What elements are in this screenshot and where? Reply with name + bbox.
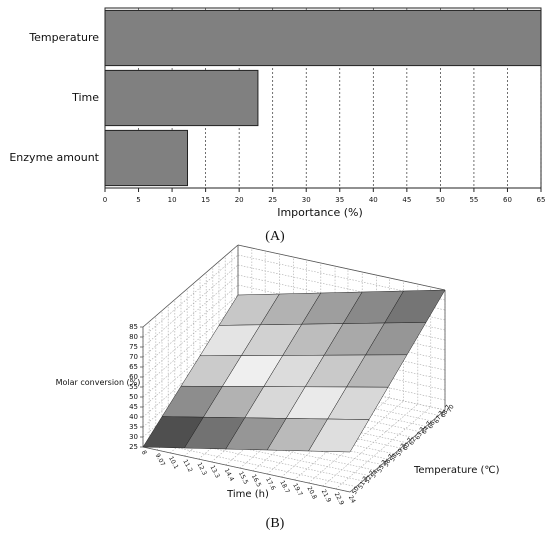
x-tick-label: 15 bbox=[201, 196, 210, 204]
x-tick-label: 16.5 bbox=[250, 473, 263, 488]
x-tick-label: 24 bbox=[347, 494, 357, 504]
x-tick-label: 11.2 bbox=[181, 458, 194, 473]
x-tick-label: 30 bbox=[302, 196, 311, 204]
box-edge bbox=[349, 409, 446, 493]
box-edge bbox=[142, 244, 239, 328]
z-tick-label: 40 bbox=[129, 413, 138, 421]
x-tick-label: 10 bbox=[168, 196, 177, 204]
x-tick-label: 40 bbox=[369, 196, 378, 204]
grid-line bbox=[161, 430, 370, 476]
y-tick-label: 54 bbox=[370, 469, 380, 479]
caption: (A) bbox=[265, 229, 285, 244]
z-tick-label: 45 bbox=[129, 403, 138, 411]
y-tick-label: Time bbox=[71, 91, 99, 104]
box-edge bbox=[237, 244, 446, 291]
x-tick-label: 25 bbox=[268, 196, 277, 204]
x-tick-label: 60 bbox=[503, 196, 512, 204]
x-tick-label: 15.5 bbox=[237, 470, 250, 485]
x-tick-label: 21.9 bbox=[320, 488, 333, 503]
x-axis-label: Importance (%) bbox=[277, 206, 363, 219]
x-tick-label: 5 bbox=[136, 196, 140, 204]
x-tick-label: 12.3 bbox=[196, 461, 209, 476]
x-tick-label: 0 bbox=[103, 196, 107, 204]
z-tick-label: 75 bbox=[129, 343, 138, 351]
x-tick-label: 19.7 bbox=[291, 482, 304, 497]
bar bbox=[104, 69, 259, 127]
x-tick-label: 45 bbox=[402, 196, 411, 204]
x-axis-label: Time (h) bbox=[226, 489, 269, 500]
bar bbox=[104, 129, 189, 187]
y-tick-label: 58 bbox=[389, 453, 399, 463]
x-tick-label: 10.1 bbox=[167, 455, 180, 470]
y-tick-label: Temperature bbox=[28, 31, 99, 44]
grid-line bbox=[149, 441, 357, 487]
x-tick-label: 22.9 bbox=[333, 491, 346, 506]
y-tick-label: 62 bbox=[408, 436, 418, 446]
z-tick-label: 70 bbox=[129, 353, 138, 361]
box-edge bbox=[142, 446, 351, 493]
x-tick-label: 8 bbox=[140, 449, 148, 456]
z-tick-label: 50 bbox=[129, 393, 138, 401]
x-tick-label: 18.7 bbox=[278, 479, 291, 494]
caption: (B) bbox=[266, 516, 285, 531]
z-tick-label: 25 bbox=[129, 443, 138, 451]
grid-line bbox=[237, 264, 446, 311]
z-tick-label: 65 bbox=[129, 363, 138, 371]
x-tick-label: 35 bbox=[335, 196, 344, 204]
y-tick-label: 50 bbox=[351, 485, 361, 495]
x-tick-label: 20.8 bbox=[306, 485, 319, 500]
y-axis-label: Temperature (℃) bbox=[413, 465, 500, 476]
x-tick-label: 65 bbox=[537, 196, 546, 204]
z-tick-label: 85 bbox=[129, 323, 138, 331]
z-tick-label: 60 bbox=[129, 373, 138, 381]
surface-cell bbox=[308, 418, 370, 453]
z-tick-label: 55 bbox=[129, 383, 138, 391]
y-tick-label: Enzyme amount bbox=[9, 151, 99, 164]
x-tick-label: 55 bbox=[469, 196, 478, 204]
y-tick-label: 66 bbox=[427, 420, 437, 430]
z-tick-label: 35 bbox=[129, 423, 138, 431]
z-tick-label: 30 bbox=[129, 433, 138, 441]
x-tick-label: 9.07 bbox=[154, 452, 167, 467]
grid-line bbox=[155, 435, 363, 482]
x-tick-label: 14.4 bbox=[223, 467, 236, 482]
z-axis-label: Molar conversion (%) bbox=[55, 378, 141, 387]
bar bbox=[104, 9, 542, 67]
x-tick-label: 20 bbox=[235, 196, 244, 204]
y-tick-label: 70 bbox=[446, 403, 456, 413]
x-tick-label: 50 bbox=[436, 196, 445, 204]
z-tick-label: 80 bbox=[129, 333, 138, 341]
grid-line bbox=[237, 254, 446, 301]
x-tick-label: 13.3 bbox=[208, 464, 221, 479]
